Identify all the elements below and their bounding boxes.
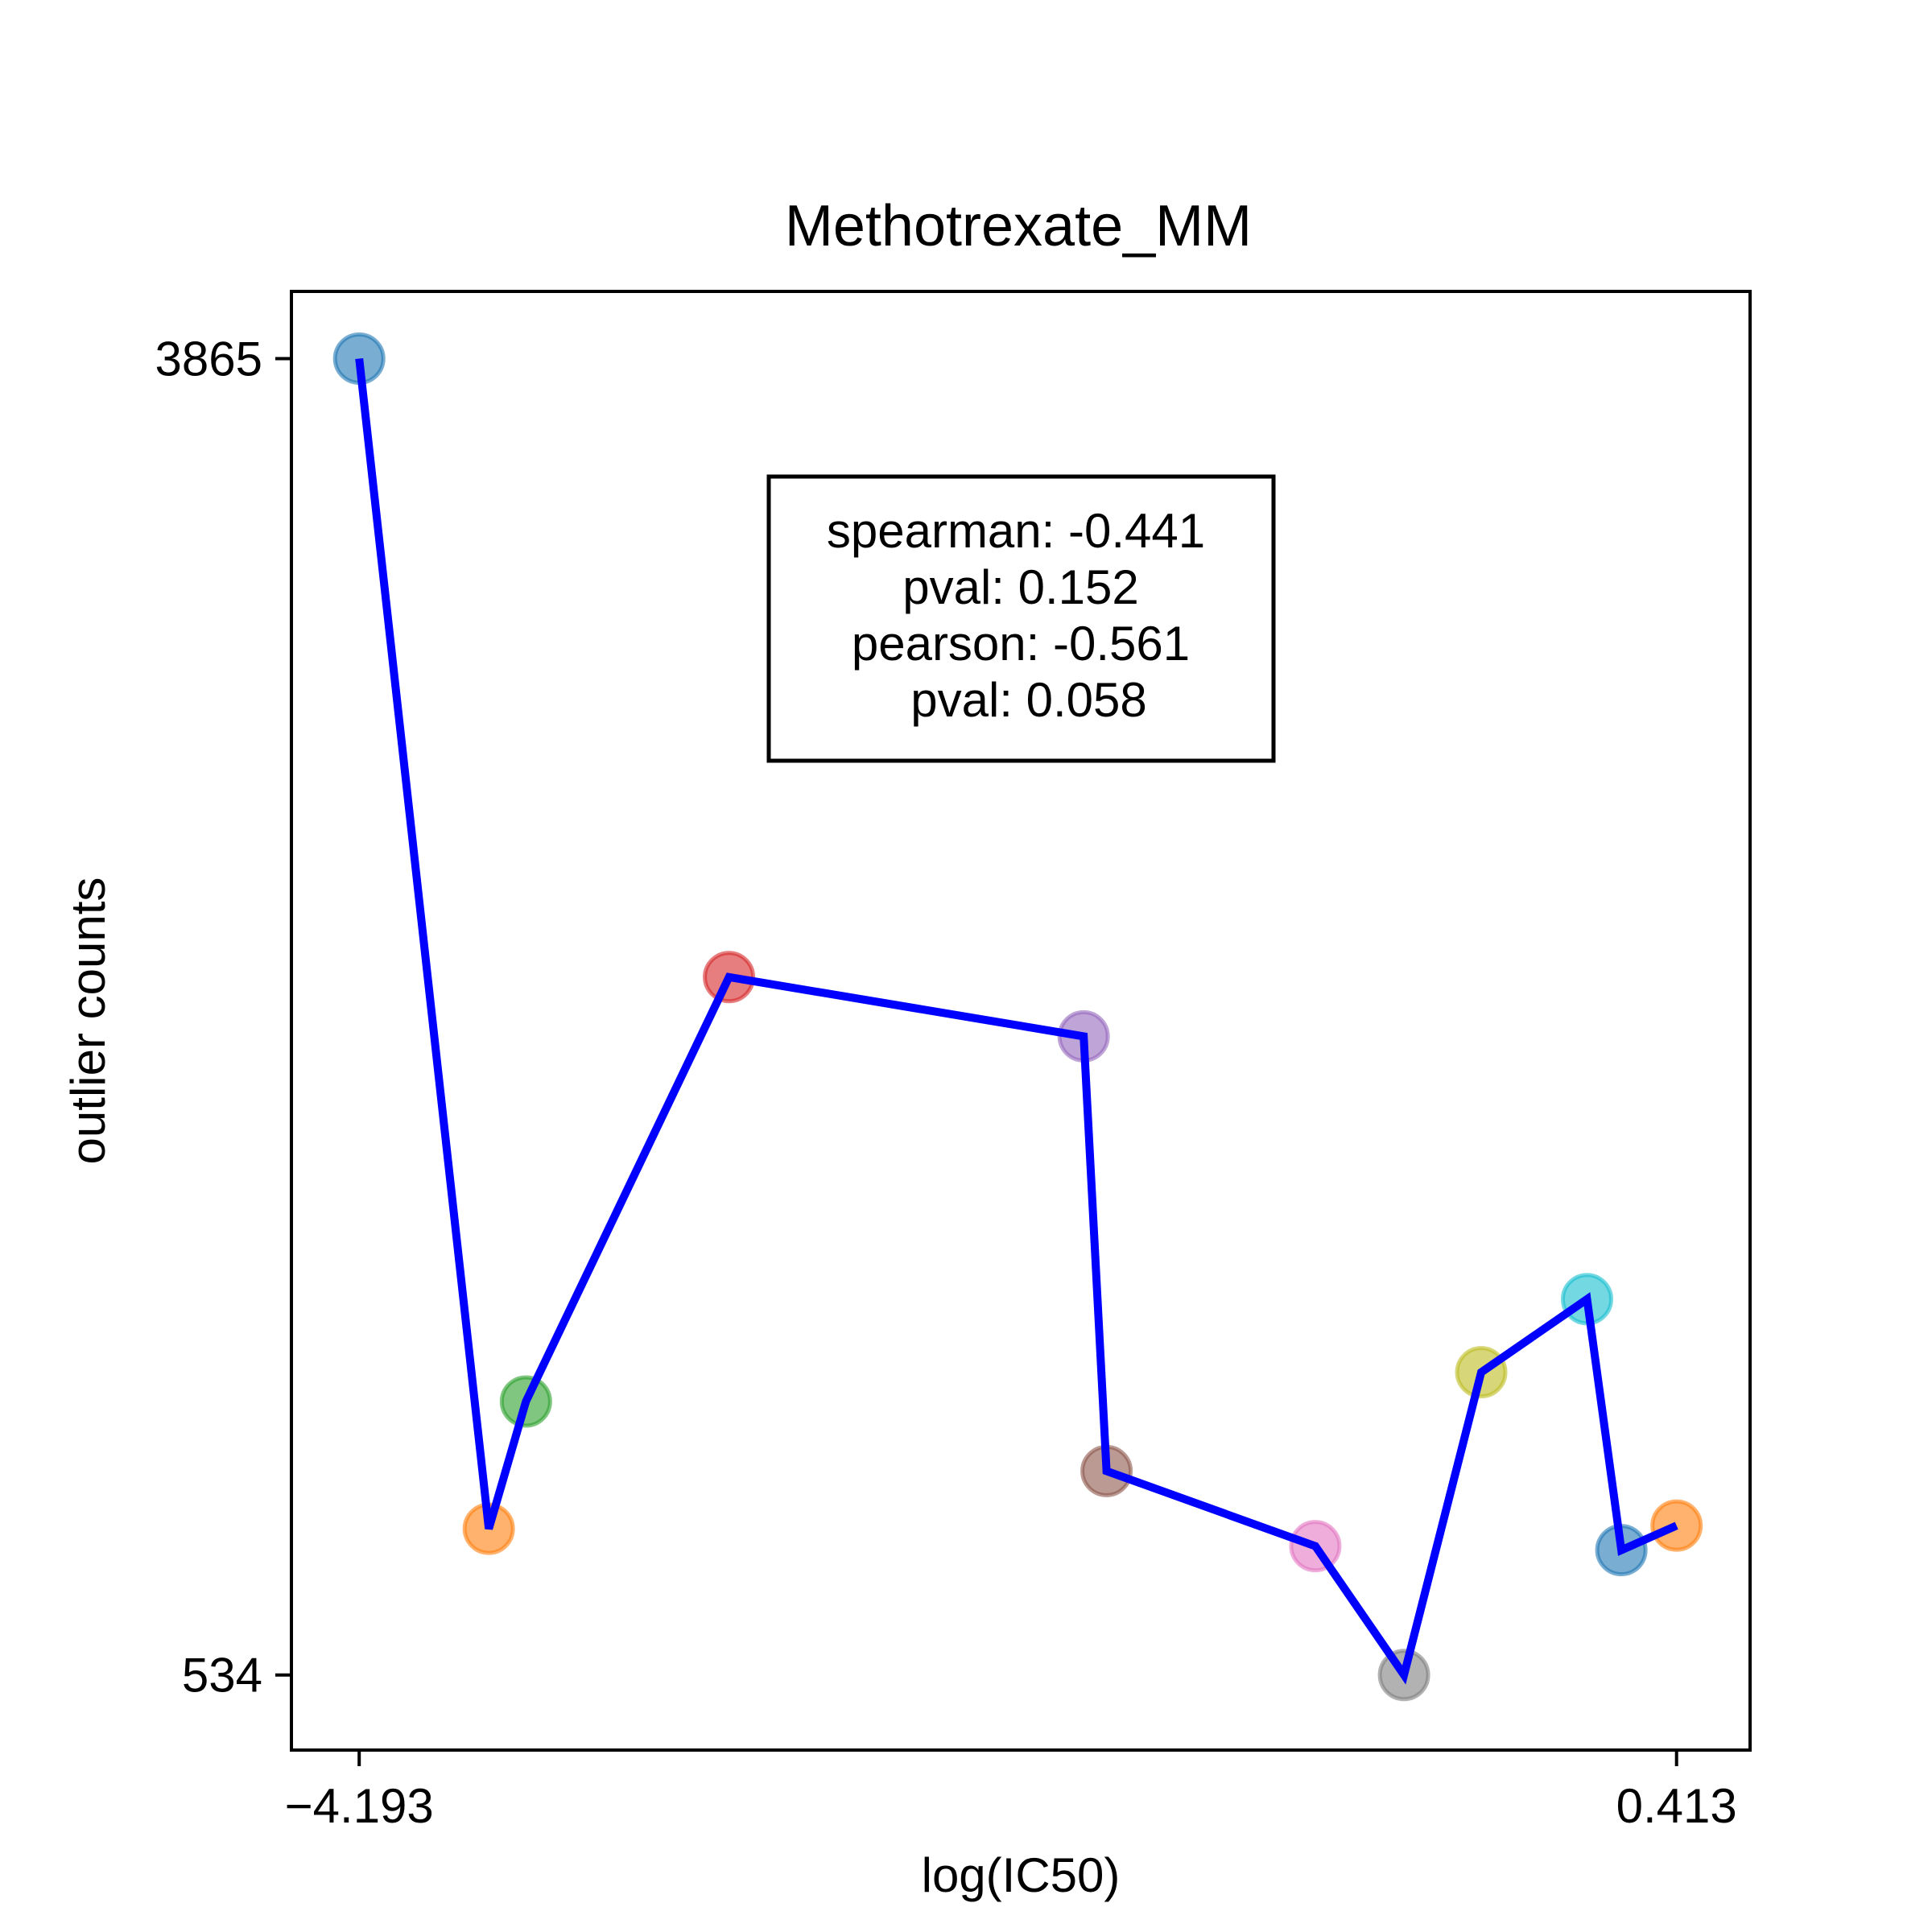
stats-line-spearman: spearman: -0.441 xyxy=(827,504,1205,558)
x-axis-label: log(IC50) xyxy=(922,1848,1121,1902)
axes: −4.193 0.413 3865 534 xyxy=(155,332,1737,1833)
scatter-point-12 xyxy=(1650,1499,1703,1552)
y-tick-label-1: 3865 xyxy=(155,332,262,386)
x-tick-label-1: −4.193 xyxy=(285,1779,434,1833)
y-tick-label-2: 534 xyxy=(182,1649,262,1703)
x-tick-label-2: 0.413 xyxy=(1616,1779,1737,1833)
series-line xyxy=(355,357,1678,1685)
y-axis-label: outlier counts xyxy=(61,877,115,1165)
plot-frame xyxy=(290,290,1752,1752)
stats-box-frame xyxy=(766,474,1276,763)
chart-title: Methotrexate_MM xyxy=(785,194,1252,258)
stats-line-pearson: pearson: -0.561 xyxy=(852,617,1190,671)
stats-line-spearman-pval: pval: 0.152 xyxy=(902,560,1139,614)
stats-line-pearson-pval: pval: 0.058 xyxy=(910,673,1147,727)
plot-area xyxy=(332,332,1703,1702)
stats-annotation-box: spearman: -0.441 pval: 0.152 pearson: -0… xyxy=(766,474,1276,763)
